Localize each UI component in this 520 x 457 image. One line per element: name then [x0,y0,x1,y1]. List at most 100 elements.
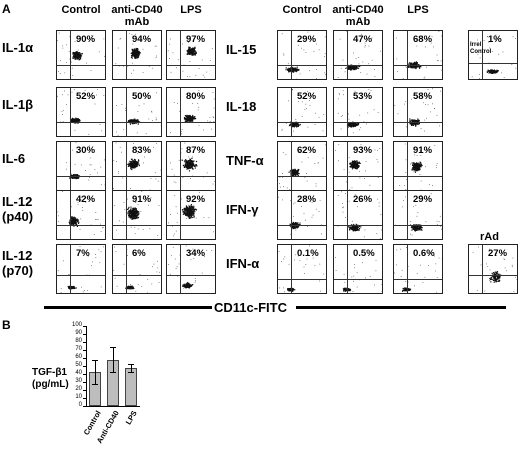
y-tick-label: 70 [68,346,82,352]
plot-left-r4-c1-percent: 6% [132,248,146,259]
plot-left-r0-c2-percent: 97% [186,34,205,45]
quadrant-gate-horizontal [334,176,382,177]
error-bar-control [95,360,96,384]
quadrant-gate-horizontal [394,176,442,177]
error-bar-anti-cd40 [113,347,114,373]
plot-left-r4-c2-percent: 34% [186,248,205,259]
row-label-right-1: IL-18 [226,99,256,114]
quadrant-gate-horizontal [167,176,215,177]
y-tick-label: 10 [68,394,82,400]
quadrant-gate-horizontal [278,279,326,280]
y-tick-mark [83,342,86,343]
x-axis-label: CD11c-FITC [214,300,287,315]
plot-right-r1-c1-percent: 53% [353,91,372,102]
row-label-left-0: IL-1α [2,40,33,55]
quadrant-gate-vertical [126,31,127,79]
quadrant-gate-vertical [70,31,71,79]
quadrant-gate-horizontal [113,122,161,123]
plot-right-r0-c1-percent: 47% [353,34,372,45]
quadrant-gate-horizontal [334,279,382,280]
y-tick-mark [83,390,86,391]
quadrant-gate-vertical [347,31,348,79]
y-tick-label: 50 [68,362,82,368]
quadrant-gate-vertical [407,191,408,239]
quadrant-gate-vertical [180,245,181,293]
quadrant-gate-vertical [70,88,71,136]
quadrant-gate-vertical [70,142,71,190]
quadrant-gate-vertical [180,88,181,136]
row-label-right-3: IFN-γ [226,202,259,217]
quadrant-gate-vertical [180,191,181,239]
y-tick-label: 90 [68,330,82,336]
plot-right-r4-c0-percent: 0.1% [297,248,319,259]
row-label-right-2: TNF-α [226,153,264,168]
x-axis-line [86,406,140,407]
quadrant-gate-horizontal [113,225,161,226]
quadrant-gate-horizontal [57,225,105,226]
y-tick-mark [83,350,86,351]
error-cap-bottom [92,384,98,385]
column-header-right-2: LPS [387,4,449,16]
y-tick-mark [83,374,86,375]
plot-left-r1-c2-percent: 80% [186,91,205,102]
quadrant-gate-vertical [291,191,292,239]
plot-left-r1-c0-percent: 52% [76,91,95,102]
plot-right-r0-c0-percent: 29% [297,34,316,45]
y-tick-mark [83,358,86,359]
quadrant-gate-horizontal [334,225,382,226]
plot-right-r3-c1-percent: 26% [353,194,372,205]
row-label-right-4: IFN-α [226,256,259,271]
column-header-right-0: Control [271,4,333,16]
error-cap-bottom [128,372,134,373]
plot-left-r3-c1-percent: 91% [132,194,151,205]
quadrant-gate-horizontal [278,122,326,123]
quadrant-gate-vertical [126,191,127,239]
error-bar-lps [131,364,132,372]
y-tick-mark [83,406,86,407]
quadrant-gate-vertical [407,142,408,190]
panel-b-letter: B [2,318,11,332]
quadrant-gate-vertical [70,245,71,293]
plot-left-r1-c1-percent: 50% [132,91,151,102]
y-axis-line [86,326,87,406]
plot-right-r4-c1-percent: 0.5% [353,248,375,259]
plot-right-r1-c0-percent: 52% [297,91,316,102]
plot-right-r0-c2-percent: 68% [413,34,432,45]
y-tick-label: 20 [68,386,82,392]
row-label-left-1: IL-1β [2,97,33,112]
error-cap-top [110,347,116,348]
quadrant-gate-vertical [180,142,181,190]
quadrant-gate-horizontal [334,65,382,66]
plot-left-r2-c0-percent: 30% [76,145,95,156]
quadrant-gate-horizontal [394,225,442,226]
quadrant-gate-horizontal [167,225,215,226]
quadrant-gate-horizontal [57,65,105,66]
quadrant-gate-horizontal [469,63,517,64]
plot-right-r2-c2-percent: 91% [413,145,432,156]
plot-right-r2-c0-percent: 62% [297,145,316,156]
quadrant-gate-vertical [291,142,292,190]
plot-left-r3-c2-percent: 92% [186,194,205,205]
quadrant-gate-vertical [407,31,408,79]
y-tick-mark [83,382,86,383]
error-cap-top [128,364,134,365]
row-label-left-3: IL-12(p40) [2,194,33,224]
quadrant-gate-vertical [347,88,348,136]
quadrant-gate-horizontal [113,176,161,177]
x-axis-bar-left [44,306,212,309]
quadrant-gate-vertical [482,245,483,293]
quadrant-gate-vertical [126,142,127,190]
quadrant-gate-horizontal [334,122,382,123]
y-tick-label: 40 [68,370,82,376]
y-tick-label: 100 [68,322,82,328]
y-tick-mark [83,334,86,335]
error-cap-bottom [110,372,116,373]
quadrant-gate-vertical [291,31,292,79]
quadrant-gate-horizontal [394,279,442,280]
y-tick-label: 80 [68,338,82,344]
quadrant-gate-vertical [180,31,181,79]
quadrant-gate-vertical [407,88,408,136]
quadrant-gate-vertical [347,245,348,293]
